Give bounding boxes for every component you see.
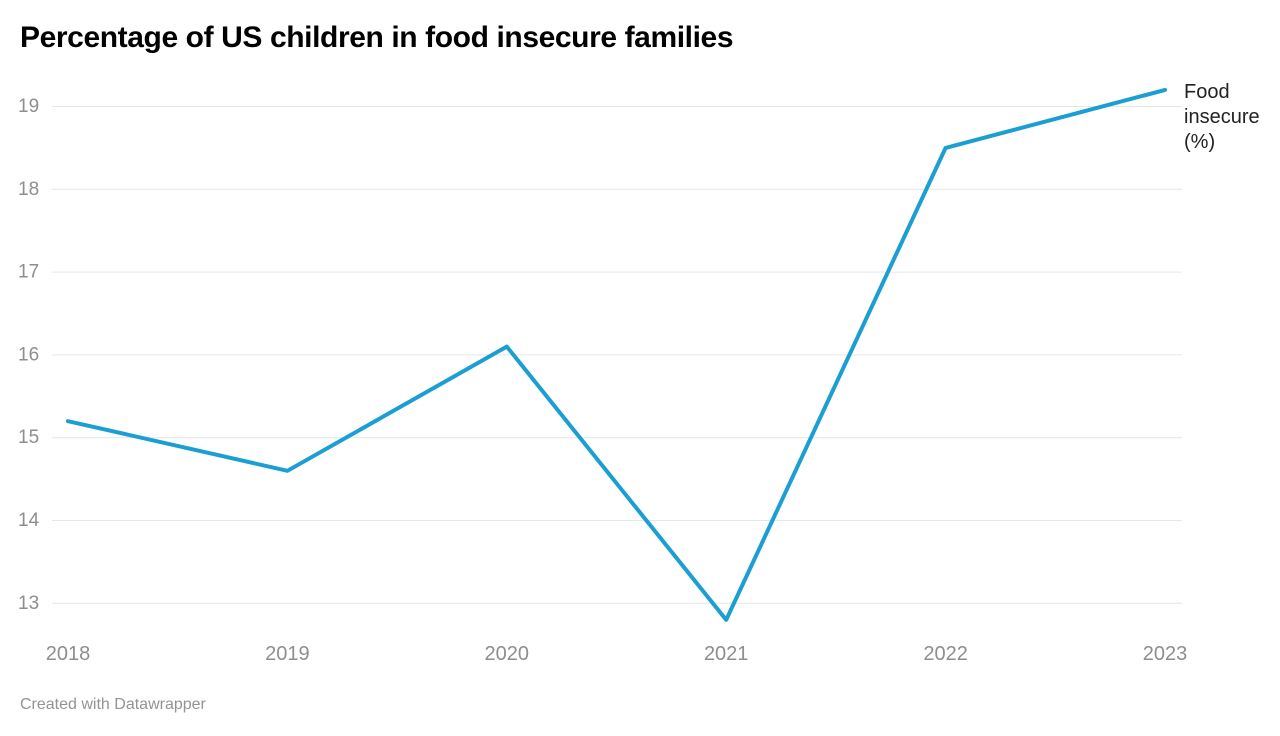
- y-axis-tick-labels: 19 18 17 16 15 14 13: [18, 96, 40, 614]
- y-tick-label: 18: [18, 179, 39, 200]
- y-tick-label: 15: [18, 427, 39, 448]
- series-label: Food insecure (%): [1184, 81, 1260, 153]
- x-axis-tick-labels: 2018 2019 2020 2021 2022 2023: [46, 643, 1188, 665]
- line-series-food-insecure: [66, 87, 1167, 622]
- chart-title: Percentage of US children in food insecu…: [20, 21, 734, 54]
- gridlines-group: [52, 106, 1182, 604]
- y-tick-label: 19: [18, 96, 39, 117]
- x-tick-label: 2019: [265, 643, 310, 665]
- y-tick-label: 14: [18, 510, 40, 531]
- x-tick-label: 2018: [46, 643, 91, 665]
- y-tick-label: 17: [18, 262, 39, 283]
- attribution-text: Created with Datawrapper: [20, 696, 206, 713]
- y-tick-label: 16: [18, 344, 39, 365]
- x-tick-label: 2023: [1143, 643, 1188, 665]
- x-tick-label: 2021: [704, 643, 749, 665]
- x-tick-label: 2020: [485, 643, 530, 665]
- y-tick-label: 13: [18, 593, 39, 614]
- x-tick-label: 2022: [923, 643, 968, 665]
